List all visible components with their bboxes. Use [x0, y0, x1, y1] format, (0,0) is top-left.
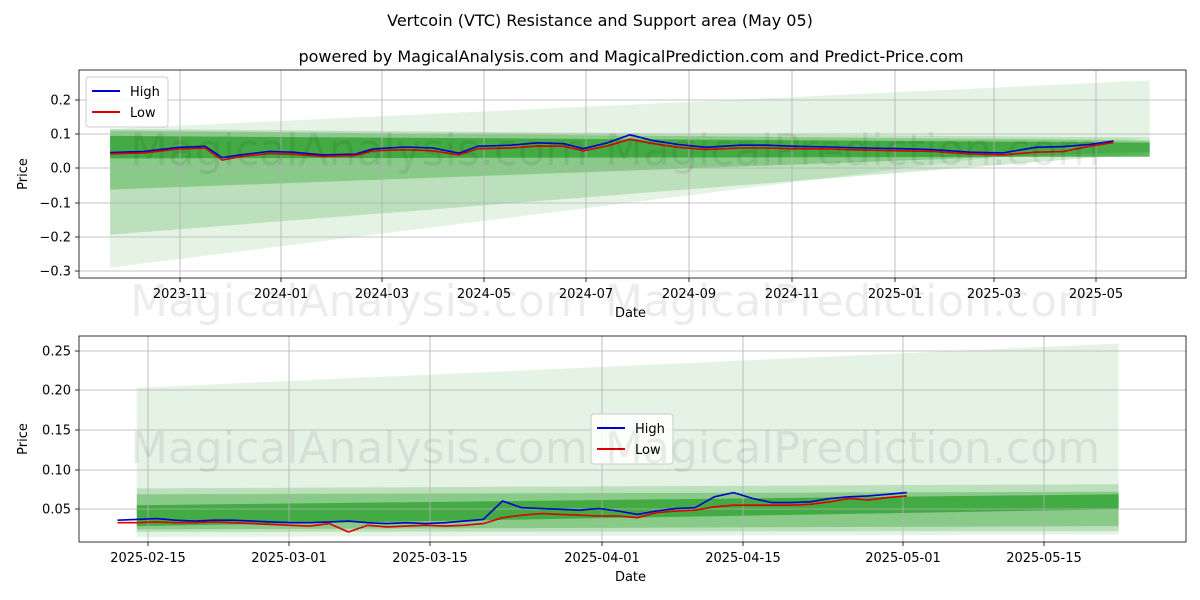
legend-label: High [635, 422, 665, 437]
legend-frame [85, 76, 169, 128]
y-tick-label: 0.2 [50, 94, 71, 109]
x-axis-label: Date [615, 306, 646, 321]
legend-label: Low [635, 443, 661, 458]
y-tick-label: −0.1 [39, 197, 71, 212]
high-series-line [110, 134, 1114, 159]
top-chart-panel: 2023-11 2024-01 2024-03 2024-05 2024-07 2024-… [16, 69, 1187, 321]
y-tick-label: 0.0 [50, 162, 71, 177]
high-series-line [117, 491, 907, 525]
x-axis-label: Date [615, 570, 646, 585]
chart-subtitle: powered by MagicalAnalysis.com and Magic… [298, 47, 963, 66]
x-tick-label: 2025-05 [1069, 287, 1123, 302]
x-tick-label: 2023-11 [153, 287, 207, 302]
support-resistance-band [136, 494, 1119, 527]
bottom-chart-panel: 2025-02-15 2025-03-01 2025-03-15 2025-04-01… [16, 335, 1187, 585]
x-tick-label: 2025-02-15 [110, 551, 186, 566]
legend: High Low [85, 76, 169, 128]
watermark-prediction: MagicalPrediction.com [605, 276, 1100, 327]
y-tick-label: 0.05 [42, 503, 71, 518]
plot-frame [78, 335, 1187, 543]
x-tick-label: 2025-03-01 [251, 551, 327, 566]
watermark-analysis: MagicalAnalysis.com [130, 423, 588, 474]
low-series-line [110, 138, 1114, 161]
x-tick-label: 2025-03-15 [392, 551, 468, 566]
y-tick-label: 0.15 [42, 424, 71, 439]
y-tick-label: 0.25 [42, 345, 71, 360]
chart-title: Vertcoin (VTC) Resistance and Support ar… [387, 11, 813, 30]
legend-frame [590, 413, 674, 465]
x-tick-label: 2025-01 [868, 287, 922, 302]
watermark-analysis: MagicalAnalysis.com [130, 276, 588, 327]
legend: High Low [590, 413, 674, 465]
x-tick-label: 2024-09 [662, 287, 716, 302]
y-axis-label: Price [16, 158, 31, 190]
x-tick-label: 2025-05-01 [865, 551, 941, 566]
x-tick-label: 2024-01 [254, 287, 308, 302]
plot-frame [78, 69, 1187, 279]
y-tick-label: 0.10 [42, 464, 71, 479]
y-tick-label: −0.3 [39, 265, 71, 280]
x-tick-label: 2025-05-15 [1006, 551, 1082, 566]
legend-label: High [130, 85, 160, 100]
x-tick-label: 2025-04-15 [705, 551, 781, 566]
x-tick-label: 2024-03 [355, 287, 409, 302]
x-tick-label: 2024-07 [559, 287, 613, 302]
watermark-analysis: MagicalAnalysis.com [130, 125, 588, 176]
x-tick-label: 2025-03 [967, 287, 1021, 302]
y-tick-label: 0.20 [42, 384, 71, 399]
watermark-prediction: MagicalPrediction.com [605, 423, 1100, 474]
y-tick-label: 0.1 [50, 128, 71, 143]
legend-label: Low [130, 106, 156, 121]
x-tick-label: 2025-04-01 [564, 551, 640, 566]
support-resistance-band [110, 80, 1150, 268]
y-tick-label: −0.2 [39, 231, 71, 246]
y-axis-label: Price [16, 423, 31, 455]
low-series-line [117, 495, 907, 533]
x-tick-label: 2024-05 [457, 287, 511, 302]
support-resistance-band [110, 135, 1150, 159]
x-tick-label: 2024-11 [765, 287, 819, 302]
watermark-prediction: MagicalPrediction.com [605, 125, 1100, 176]
